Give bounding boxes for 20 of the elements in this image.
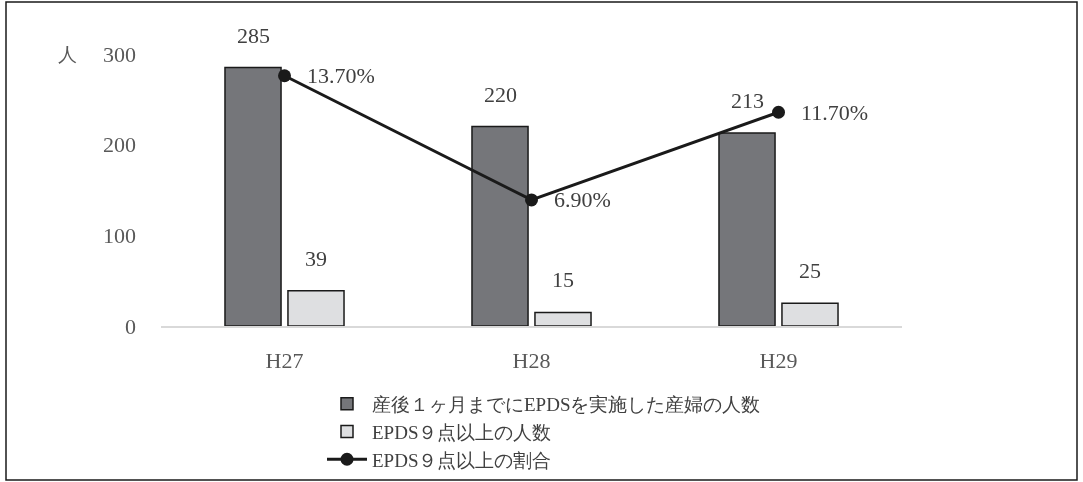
y-tick-label: 300: [103, 41, 136, 67]
data-label: 25: [799, 258, 821, 283]
data-label: 220: [484, 82, 517, 107]
x-tick-label: H27: [265, 348, 304, 374]
data-label: 39: [305, 246, 327, 271]
x-tick-label: H28: [512, 348, 551, 374]
y-tick-label: 0: [125, 313, 136, 339]
data-label: 6.90%: [554, 187, 611, 212]
data-label: 15: [552, 267, 574, 292]
y-axis-title: 人: [58, 44, 77, 65]
legend-label: EPDS９点以上の人数: [372, 421, 552, 443]
legend-label: 産後１ヶ月までにEPDSを実施した産婦の人数: [372, 394, 761, 416]
data-label: 13.70%: [307, 63, 375, 88]
legend-label: EPDS９点以上の割合: [372, 449, 552, 471]
data-label: 11.70%: [801, 100, 869, 125]
y-tick-label: 200: [103, 132, 136, 158]
data-label: 213: [731, 88, 764, 113]
x-tick-label: H29: [759, 348, 798, 374]
y-tick-label: 100: [103, 223, 136, 249]
data-label: 285: [237, 23, 270, 48]
